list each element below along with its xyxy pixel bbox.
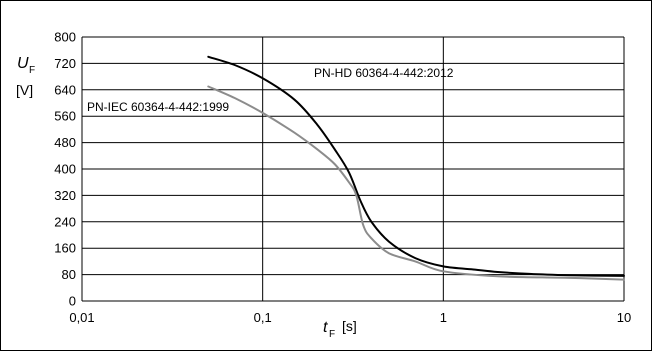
series-line-iec1999 [207,85,625,281]
x-tick-label: 1 [440,310,447,325]
x-axis-title: t F [s] [323,318,357,340]
y-tick-label: 0 [69,294,76,309]
y-tick-label: 480 [54,135,76,150]
y-tick-label: 640 [54,82,76,97]
y-tick-label: 80 [62,267,76,282]
y-tick-label: 240 [54,214,76,229]
y-axis-symbol: U [17,55,29,72]
series-labels: PN-HD 60364-4-442:2012 PN-IEC 60364-4-44… [87,66,454,114]
y-tick-label: 320 [54,188,76,203]
series-lines [207,55,625,281]
x-tick-label: 0,1 [254,310,272,325]
y-tick-label: 400 [54,162,76,177]
y-tick-label: 560 [54,109,76,124]
y-tick-label: 800 [54,30,76,45]
series-label-iec1999: PN-IEC 60364-4-442:1999 [87,100,229,114]
y-axis-subscript: F [29,65,35,76]
y-axis-unit: [V] [16,82,33,98]
y-tick-label: 160 [54,241,76,256]
x-tick-label: 10 [617,310,631,325]
y-tick-label: 720 [54,56,76,71]
tick-labels: 0 80 160 240 320 400 480 560 640 720 800 0,01 0,1 1 10 [54,30,631,326]
y-axis-title: U F [V] [16,55,35,98]
x-axis-subscript: F [329,329,335,340]
grid-lines [81,36,625,302]
x-axis-symbol: t [323,319,328,336]
x-axis-unit: [s] [342,318,357,334]
series-label-hd2012: PN-HD 60364-4-442:2012 [314,66,454,80]
series-line-hd2012 [207,55,625,277]
x-tick-label: 0,01 [69,310,94,325]
